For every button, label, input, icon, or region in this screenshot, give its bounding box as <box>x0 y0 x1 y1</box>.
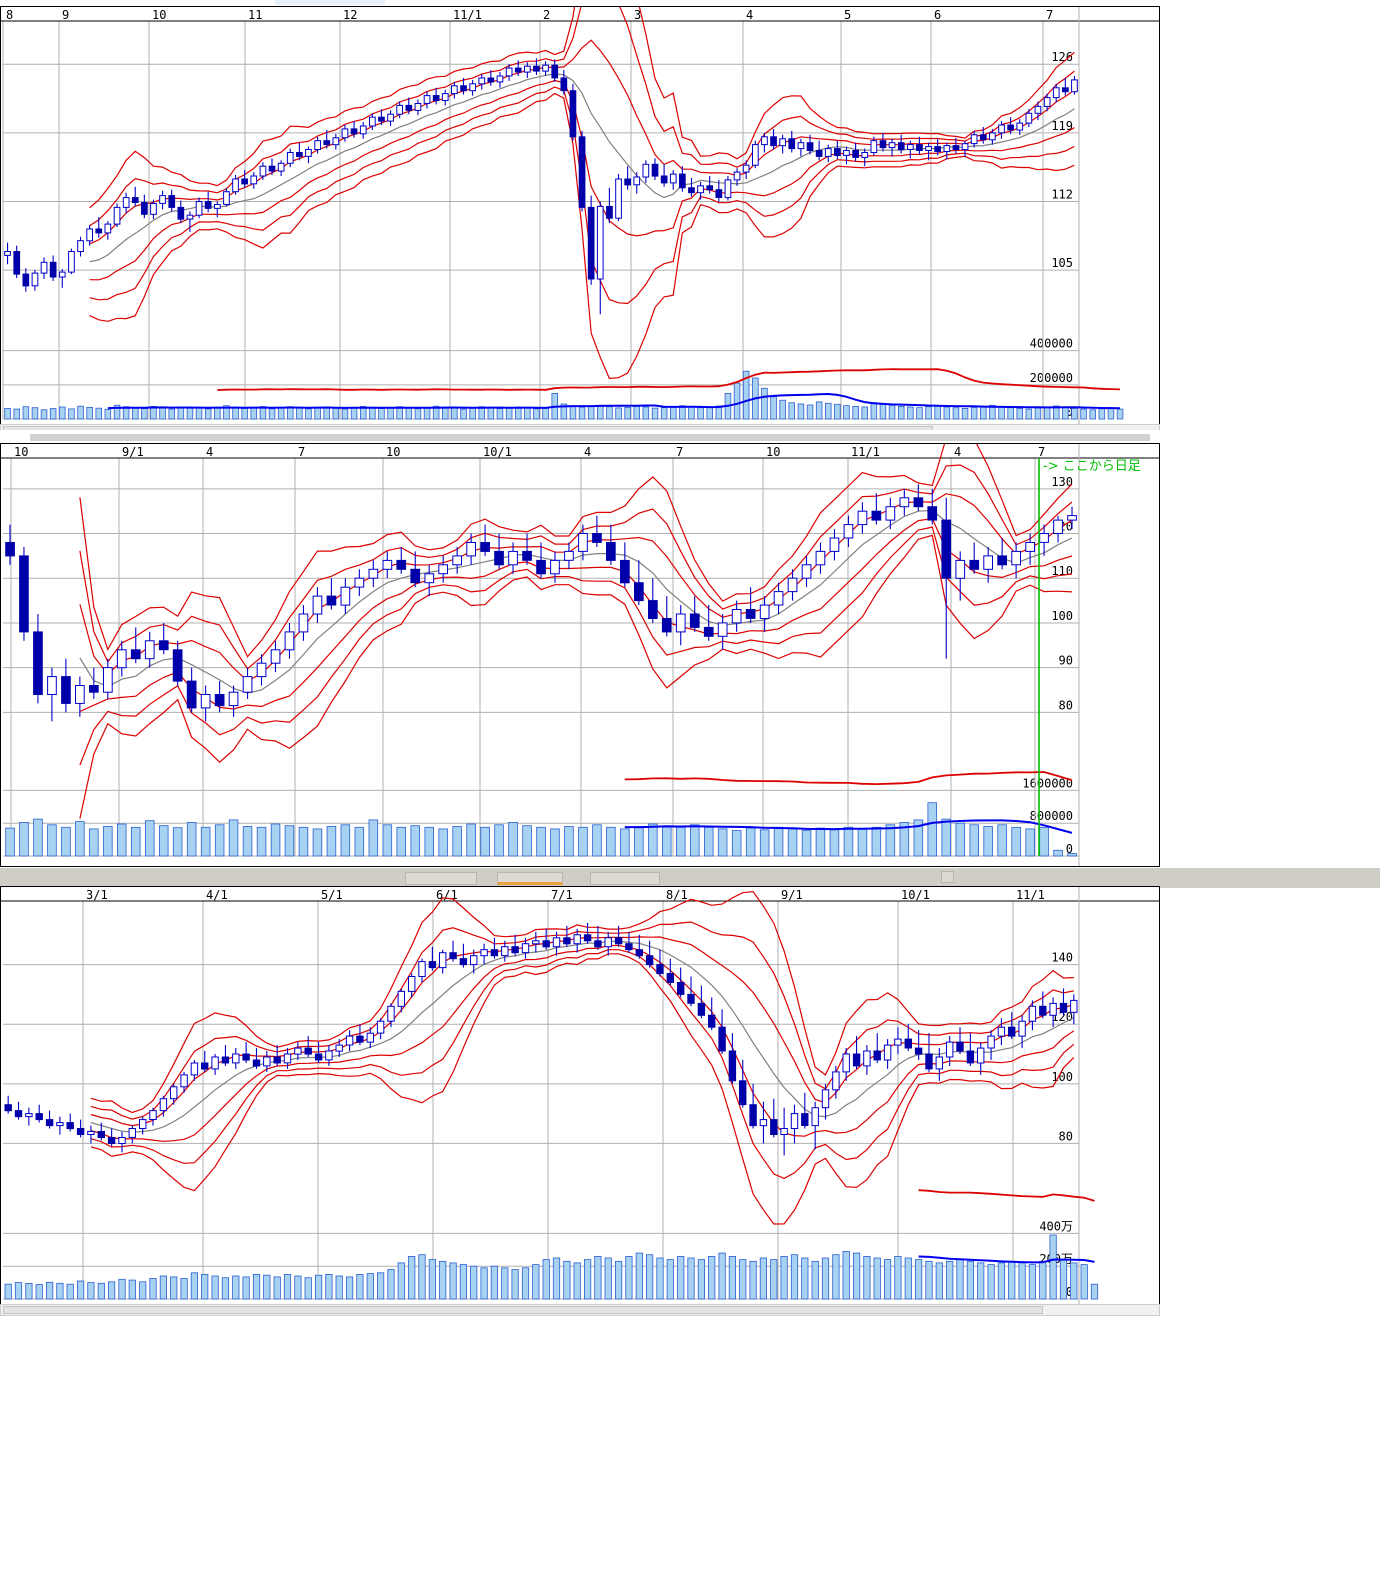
svg-text:10: 10 <box>152 8 166 22</box>
svg-text:10: 10 <box>14 445 28 459</box>
scroll-thumb[interactable] <box>3 1306 1043 1314</box>
svg-text:4: 4 <box>954 445 961 459</box>
svg-text:7: 7 <box>298 445 305 459</box>
svg-text:3/1: 3/1 <box>86 888 108 902</box>
svg-text:0: 0 <box>1066 842 1073 856</box>
svg-text:5/1: 5/1 <box>321 888 343 902</box>
taskbar-square-icon[interactable] <box>941 871 954 883</box>
svg-text:2: 2 <box>543 8 550 22</box>
taskbar-button-1[interactable] <box>405 872 477 885</box>
separator-fill <box>30 434 1150 441</box>
svg-text:3: 3 <box>634 8 641 22</box>
svg-text:7: 7 <box>1038 445 1045 459</box>
svg-text:9/1: 9/1 <box>122 445 144 459</box>
svg-text:119: 119 <box>1051 119 1073 133</box>
svg-text:112: 112 <box>1051 188 1073 202</box>
background-taskbar[interactable] <box>0 868 1380 888</box>
svg-text:12: 12 <box>343 8 357 22</box>
svg-text:11/1: 11/1 <box>453 8 482 22</box>
svg-text:800000: 800000 <box>1030 809 1073 823</box>
svg-text:10: 10 <box>386 445 400 459</box>
svg-text:10/1: 10/1 <box>901 888 930 902</box>
svg-text:100: 100 <box>1051 609 1073 623</box>
svg-text:6: 6 <box>934 8 941 22</box>
background-window-strip <box>275 0 385 5</box>
svg-text:140: 140 <box>1051 951 1073 965</box>
svg-text:200000: 200000 <box>1030 371 1073 385</box>
svg-text:105: 105 <box>1051 256 1073 270</box>
svg-text:400万: 400万 <box>1039 1219 1073 1233</box>
svg-text:7/1: 7/1 <box>551 888 573 902</box>
taskbar-button-3[interactable] <box>590 872 660 885</box>
svg-text:400000: 400000 <box>1030 337 1073 351</box>
svg-text:10/1: 10/1 <box>483 445 512 459</box>
svg-text:4/1: 4/1 <box>206 888 228 902</box>
chart-panel-bottom[interactable]: 14012010080400万200万03/14/15/16/17/18/19/… <box>0 886 1160 1310</box>
svg-text:5: 5 <box>844 8 851 22</box>
svg-text:7: 7 <box>676 445 683 459</box>
svg-text:90: 90 <box>1059 654 1073 668</box>
svg-text:0: 0 <box>1066 405 1073 419</box>
chart-bottom-plot: 14012010080400万200万03/14/15/16/17/18/19/… <box>1 887 1159 1309</box>
taskbar-button-2[interactable] <box>497 872 563 885</box>
svg-text:4: 4 <box>206 445 213 459</box>
svg-text:11/1: 11/1 <box>851 445 880 459</box>
svg-text:130: 130 <box>1051 475 1073 489</box>
chart-panel-middle[interactable]: 130120110100908016000008000000109/147101… <box>0 443 1160 867</box>
chart-panel-top[interactable]: 126 119 112 105 400000 200000 0 8 9 10 11 12 11/1 2 3 4… <box>0 6 1160 430</box>
svg-text:8/1: 8/1 <box>666 888 688 902</box>
panel-separator-1 <box>0 430 1380 442</box>
svg-text:8: 8 <box>6 8 13 22</box>
chart-middle-plot: 130120110100908016000008000000109/147101… <box>1 444 1159 866</box>
svg-text:11/1: 11/1 <box>1016 888 1045 902</box>
svg-text:126: 126 <box>1051 50 1073 64</box>
chart-bottom-scrollbar[interactable] <box>0 1304 1160 1316</box>
svg-text:9/1: 9/1 <box>781 888 803 902</box>
svg-text:11: 11 <box>248 8 262 22</box>
svg-text:0: 0 <box>1066 1285 1073 1299</box>
svg-text:9: 9 <box>62 8 69 22</box>
svg-text:10: 10 <box>766 445 780 459</box>
svg-text:80: 80 <box>1059 698 1073 712</box>
svg-text:80: 80 <box>1059 1129 1073 1143</box>
svg-text:4: 4 <box>584 445 591 459</box>
svg-text:100: 100 <box>1051 1070 1073 1084</box>
chart-top-plot: 126 119 112 105 400000 200000 0 8 9 10 11 12 11/1 2 3 4… <box>1 7 1159 429</box>
svg-text:-> ここから日足: -> ここから日足 <box>1043 459 1141 474</box>
svg-text:4: 4 <box>746 8 753 22</box>
svg-text:7: 7 <box>1046 8 1053 22</box>
